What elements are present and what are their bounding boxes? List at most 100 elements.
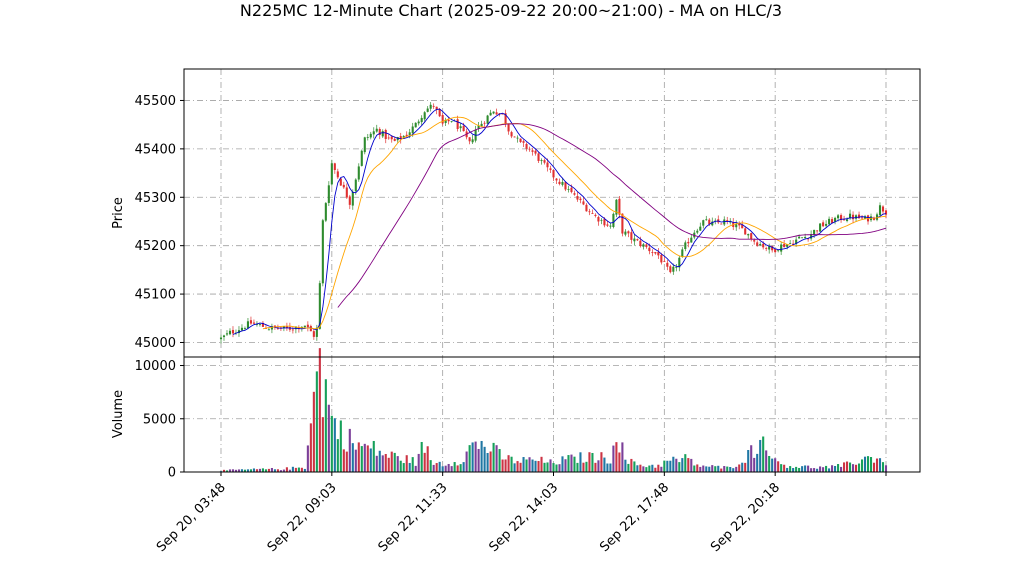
volume-bar <box>363 443 366 472</box>
candle-body <box>860 217 864 219</box>
volume-bar <box>651 464 654 472</box>
price-tick-label: 45400 <box>135 142 176 157</box>
candle-body <box>348 196 351 205</box>
candle-body <box>450 121 453 123</box>
candle-body <box>753 240 756 242</box>
volume-bar <box>669 460 672 472</box>
volume-bar <box>288 469 291 472</box>
candle-body <box>783 243 786 248</box>
volume-bar <box>732 468 735 472</box>
volume-bar <box>621 442 624 472</box>
candle-body <box>744 228 747 235</box>
volume-bar <box>417 453 420 472</box>
x-ticks: Sep 20, 03:48 Sep 22, 09:03 Sep 22, 11:33 S… <box>154 472 887 555</box>
candle-body <box>513 136 516 138</box>
candle-body <box>405 134 408 137</box>
candle-body <box>771 246 774 251</box>
candle-body <box>528 148 531 150</box>
volume-bar <box>222 469 226 472</box>
candle-body <box>495 112 498 115</box>
volume-bar <box>327 404 330 472</box>
volume-bar <box>753 457 756 472</box>
volume-bar <box>474 441 477 472</box>
price-tick-label: 45000 <box>135 336 176 351</box>
volume-bar <box>672 456 675 472</box>
candle-body <box>309 325 312 332</box>
candle-body <box>708 219 711 225</box>
volume-bar <box>309 423 312 472</box>
volume-bar <box>684 454 687 472</box>
candle-body <box>639 240 642 246</box>
candle-body <box>765 248 768 249</box>
candle-body <box>777 250 780 252</box>
price-tick-label: 45100 <box>135 288 176 303</box>
volume-bar <box>843 462 846 472</box>
candle-body <box>606 224 609 226</box>
volume-bar <box>627 463 630 472</box>
candle-body <box>312 331 315 337</box>
volume-grid <box>184 357 920 473</box>
volume-bar <box>872 462 876 472</box>
volume-bar <box>561 456 564 472</box>
volume-bar <box>795 466 798 472</box>
candle-body <box>360 150 363 166</box>
volume-bar <box>594 462 597 472</box>
volume-bar <box>282 469 285 472</box>
volume-bar <box>849 462 852 472</box>
volume-bar <box>462 462 465 472</box>
candle-body <box>738 223 741 226</box>
candle-body <box>468 137 471 142</box>
volume-bar <box>507 455 510 472</box>
chart-title: N225MC 12-Minute Chart (2025-09-22 20:00… <box>240 1 782 20</box>
volume-bar <box>360 446 363 472</box>
volume-bar <box>399 460 402 472</box>
volume-bar <box>857 463 861 472</box>
candle-body <box>807 238 810 240</box>
candle-body <box>315 327 318 337</box>
candle-body <box>618 198 621 215</box>
price-tick-label: 45500 <box>135 94 176 109</box>
volume-bar <box>270 467 273 472</box>
moving-average-lines <box>232 108 887 335</box>
candle-body <box>531 150 534 152</box>
candle-body <box>813 229 816 235</box>
candle-body <box>516 137 519 139</box>
candle-body <box>381 131 384 137</box>
volume-bar <box>408 462 411 472</box>
candle-body <box>651 252 654 254</box>
price-tick-label: 45300 <box>135 191 176 206</box>
volume-bar <box>633 461 636 472</box>
volume-bar <box>717 465 720 472</box>
candle-body <box>645 244 648 247</box>
volume-bar <box>333 418 336 472</box>
volume-bar <box>744 462 747 472</box>
volume-bar <box>378 450 381 472</box>
volume-bar <box>243 469 247 472</box>
volume-bar <box>387 457 390 472</box>
volume-bar <box>866 456 870 472</box>
volume-bar <box>330 415 333 472</box>
candle-body <box>333 163 336 170</box>
candle-body <box>603 219 606 226</box>
volume-bar <box>459 464 462 472</box>
candle-body <box>225 333 229 335</box>
candle-body <box>570 187 573 193</box>
volume-bar <box>552 463 555 472</box>
candle-body <box>681 249 684 258</box>
volume-bar <box>249 469 253 472</box>
volume-bar <box>875 458 879 472</box>
candle-body <box>441 114 444 124</box>
volume-bar <box>591 452 594 472</box>
candle-body <box>339 178 342 186</box>
volume-bar <box>435 463 438 472</box>
volume-bar <box>321 417 324 472</box>
candle-body <box>810 234 813 239</box>
candle-body <box>393 138 396 141</box>
candle-body <box>369 133 372 138</box>
candle-body <box>588 211 591 213</box>
volume-bar <box>450 466 453 472</box>
volume-bar <box>540 456 543 472</box>
volume-bar <box>549 459 552 472</box>
x-tick-label: Sep 22, 17:48 <box>597 480 672 555</box>
candle-body <box>750 233 753 240</box>
